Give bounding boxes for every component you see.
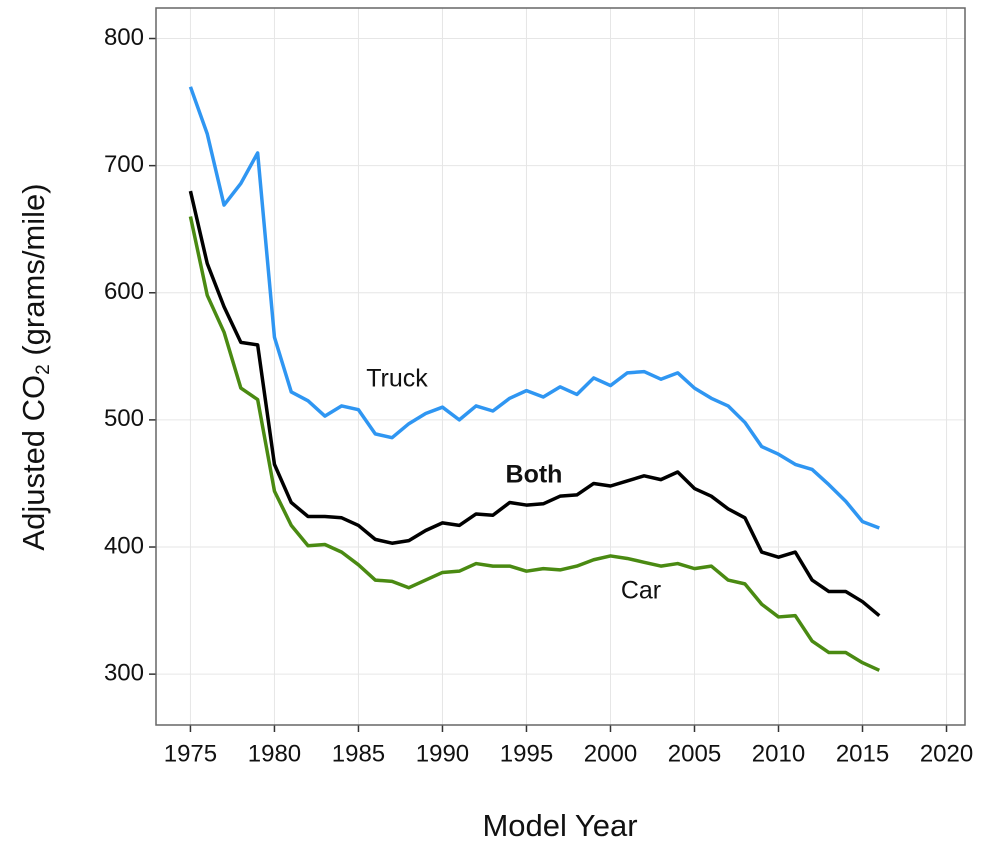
x-tick-label: 2015	[836, 740, 889, 767]
y-tick-label: 800	[104, 24, 144, 51]
x-tick-label: 1985	[332, 740, 385, 767]
series-line	[188, 190, 881, 618]
y-tick-label: 600	[104, 278, 144, 305]
x-tick-label: 1980	[248, 740, 301, 767]
series-label: Truck	[366, 365, 428, 393]
y-axis-title: Adjusted CO2 (grams/mile)	[16, 183, 54, 550]
y-title-main: Adjusted CO	[16, 375, 51, 551]
y-tick-label: 400	[104, 532, 144, 559]
y-tick-label: 700	[104, 151, 144, 178]
plot-border	[155, 7, 966, 726]
y-tick-label: 500	[104, 405, 144, 432]
y-title-sub: 2	[33, 364, 54, 375]
x-tick-label: 1975	[164, 740, 217, 767]
x-tick-label: 2005	[668, 740, 721, 767]
series-line	[188, 216, 881, 672]
y-title-unit: (grams/mile)	[16, 183, 51, 364]
x-tick-label: 1995	[500, 740, 553, 767]
series-label: Both	[506, 461, 563, 489]
series-line	[188, 86, 880, 530]
series-label: Car	[621, 577, 661, 605]
x-tick-label: 2010	[752, 740, 805, 767]
x-tick-label: 1990	[416, 740, 469, 767]
x-axis-title: Model Year	[482, 808, 637, 843]
x-tick-label: 2020	[920, 740, 973, 767]
y-tick-label: 300	[104, 659, 144, 686]
x-tick-label: 2000	[584, 740, 637, 767]
